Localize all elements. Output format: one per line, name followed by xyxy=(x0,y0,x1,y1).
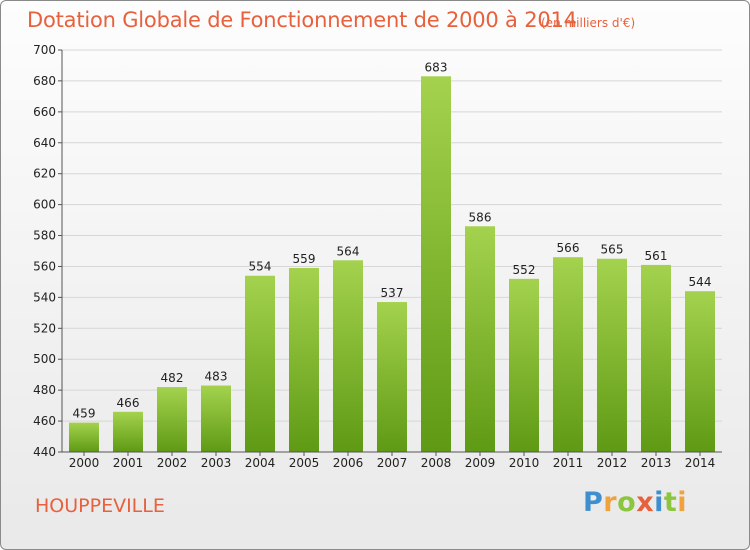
logo-letter: i xyxy=(677,487,688,518)
bar xyxy=(465,226,495,452)
x-tick-label: 2002 xyxy=(157,456,188,470)
bar xyxy=(69,422,99,452)
x-tick-label: 2011 xyxy=(553,456,584,470)
y-tick-label: 500 xyxy=(33,352,56,366)
bar xyxy=(597,258,627,452)
bar-value-label: 565 xyxy=(601,243,624,257)
x-tick-label: 2007 xyxy=(377,456,408,470)
bar-value-label: 554 xyxy=(249,260,272,274)
bar xyxy=(201,385,231,452)
bar xyxy=(113,411,143,452)
bar-value-label: 544 xyxy=(689,275,712,289)
bar xyxy=(333,260,363,452)
x-tick-label: 2003 xyxy=(201,456,232,470)
commune-name: HOUPPEVILLE xyxy=(35,495,165,517)
y-axis-ticks: 440 460 480 500 520 540 560 580 600 620 640 660 680 7… xyxy=(33,43,62,459)
bar-value-label: 559 xyxy=(293,252,316,266)
bar-value-label: 537 xyxy=(381,286,404,300)
y-tick-label: 440 xyxy=(33,445,56,459)
x-tick-label: 2006 xyxy=(333,456,364,470)
logo-letter: x xyxy=(636,487,655,518)
y-tick-label: 600 xyxy=(33,198,56,212)
x-tick-label: 2012 xyxy=(597,456,628,470)
x-tick-label: 2001 xyxy=(113,456,144,470)
bar-value-label: 466 xyxy=(117,396,140,410)
bar xyxy=(289,268,319,452)
bar xyxy=(509,278,539,452)
bars xyxy=(69,76,715,453)
bar xyxy=(685,291,715,452)
y-tick-label: 540 xyxy=(33,290,56,304)
logo-letter: o xyxy=(617,487,637,518)
y-tick-label: 620 xyxy=(33,167,56,181)
x-tick-label: 2005 xyxy=(289,456,320,470)
y-tick-label: 660 xyxy=(33,105,56,119)
y-tick-label: 700 xyxy=(33,43,56,57)
x-tick-label: 2010 xyxy=(509,456,540,470)
y-tick-label: 680 xyxy=(33,74,56,88)
axes xyxy=(61,50,722,453)
bar xyxy=(421,76,451,453)
chart-title: Dotation Globale de Fonctionnement de 20… xyxy=(27,8,577,32)
logo-letter: i xyxy=(654,487,664,518)
y-tick-label: 580 xyxy=(33,229,56,243)
proxiti-logo: Proxiti xyxy=(583,487,687,518)
y-tick-label: 460 xyxy=(33,414,56,428)
logo-letter: P xyxy=(583,487,604,518)
x-tick-label: 2014 xyxy=(685,456,716,470)
bar-value-label: 683 xyxy=(425,60,448,74)
x-tick-label: 2004 xyxy=(245,456,276,470)
bar xyxy=(157,387,187,452)
bar-value-label: 482 xyxy=(161,371,184,385)
bar-value-label: 564 xyxy=(337,244,360,258)
y-tick-label: 560 xyxy=(33,259,56,273)
bar-value-label: 586 xyxy=(469,210,492,224)
chart-subtitle: (en milliers d'€) xyxy=(541,16,636,30)
value-labels: 459 466 482 483 554 559 564 537 683 586 552 566 565 5… xyxy=(73,60,712,420)
x-tick-label: 2013 xyxy=(641,456,672,470)
x-tick-label: 2008 xyxy=(421,456,452,470)
x-tick-label: 2000 xyxy=(69,456,100,470)
bar-value-label: 483 xyxy=(205,370,228,384)
bar-value-label: 552 xyxy=(513,263,536,277)
bar xyxy=(553,257,583,452)
y-tick-label: 520 xyxy=(33,321,56,335)
logo-letter: t xyxy=(663,487,678,518)
bar xyxy=(245,275,275,452)
bar-value-label: 459 xyxy=(73,407,96,421)
bar xyxy=(641,264,671,452)
x-axis-ticks: 2000 2001 2002 2003 2004 2005 2006 2007 2008 2009… xyxy=(69,452,716,470)
logo-letter: r xyxy=(603,487,618,518)
bar xyxy=(377,302,407,452)
bar-value-label: 566 xyxy=(557,241,580,255)
y-tick-label: 480 xyxy=(33,383,56,397)
x-tick-label: 2009 xyxy=(465,456,496,470)
y-tick-label: 640 xyxy=(33,136,56,150)
bar-value-label: 561 xyxy=(645,249,668,263)
